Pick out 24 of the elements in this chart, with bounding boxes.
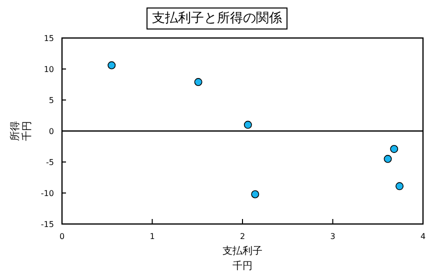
- y-tick-label: -15: [40, 220, 54, 229]
- x-axis-title: 支払利子: [222, 245, 262, 257]
- x-tick-label: 1: [150, 232, 155, 241]
- y-tick-label: 15: [44, 34, 54, 43]
- x-tick-label: 2: [240, 232, 246, 241]
- point: [194, 78, 202, 86]
- y-axis-title: 所得: [9, 121, 21, 141]
- point: [384, 154, 392, 163]
- point: [396, 182, 404, 190]
- x-tick-label: 0: [59, 232, 65, 241]
- y-tick-label: 10: [44, 65, 54, 74]
- x-tick-label: 3: [330, 232, 336, 241]
- y-tick-label: -5: [46, 158, 54, 167]
- y-tick-label: 5: [48, 96, 54, 105]
- y-tick-label: 0: [48, 127, 54, 136]
- chart-title: 支払利子と所得の関係: [152, 11, 282, 26]
- x-tick-label: 4: [420, 232, 426, 241]
- text: 千円: [21, 121, 33, 141]
- point: [251, 190, 260, 198]
- y-tick-label: -10: [40, 189, 54, 198]
- point: [108, 61, 116, 70]
- text: 千円: [232, 260, 252, 272]
- point: [244, 120, 252, 129]
- point: [390, 144, 398, 153]
